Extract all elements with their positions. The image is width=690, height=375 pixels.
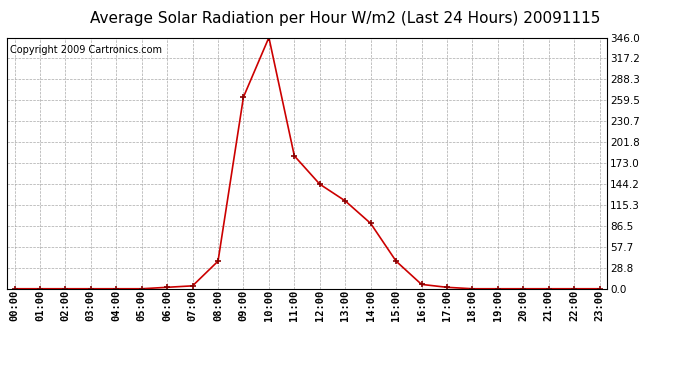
Text: Copyright 2009 Cartronics.com: Copyright 2009 Cartronics.com — [10, 45, 162, 55]
Text: Average Solar Radiation per Hour W/m2 (Last 24 Hours) 20091115: Average Solar Radiation per Hour W/m2 (L… — [90, 11, 600, 26]
